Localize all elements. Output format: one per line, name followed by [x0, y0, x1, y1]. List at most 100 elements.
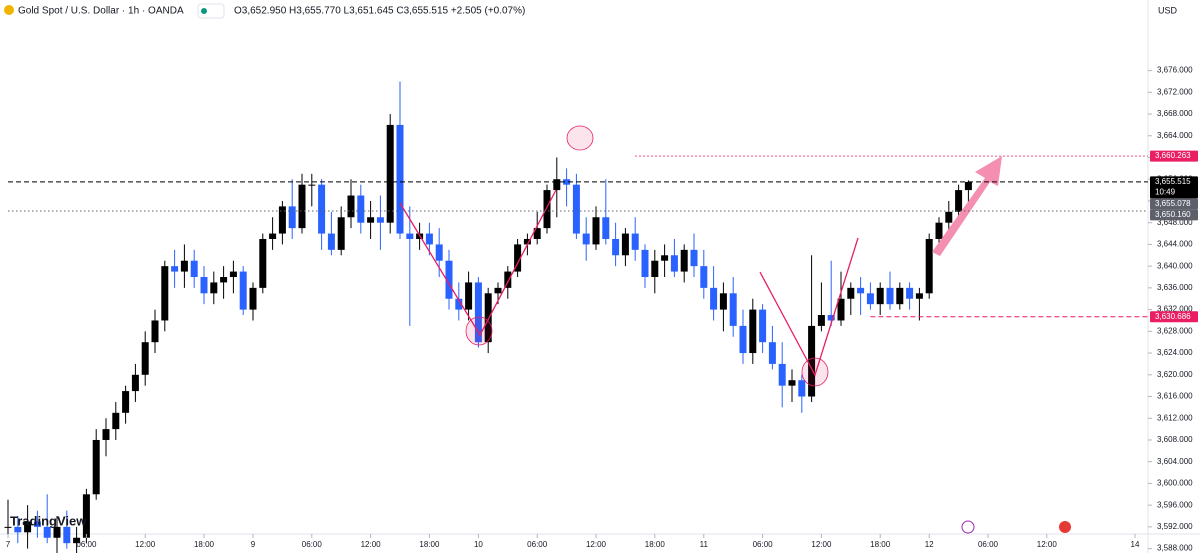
candle-body — [259, 238, 267, 288]
zigzag — [759, 237, 859, 377]
candle-body — [367, 217, 375, 223]
candle-body — [190, 260, 198, 278]
x-tick-label: 18:00 — [645, 540, 666, 549]
y-tick-label: 3,676.000 — [1157, 66, 1193, 75]
candle-body — [180, 260, 188, 272]
candle-body — [680, 249, 688, 272]
x-tick-label: 18:00 — [194, 540, 215, 549]
candle-body — [102, 429, 110, 440]
candle-body — [63, 526, 71, 544]
x-tick-label: 12 — [925, 540, 934, 549]
candle-body — [112, 412, 120, 430]
candle-body — [82, 494, 90, 538]
candle-body — [582, 233, 590, 245]
x-tick-label: 12:00 — [811, 540, 832, 549]
candle-body — [866, 293, 874, 305]
candle-body — [141, 342, 149, 375]
price-label: 3,660.263 — [1155, 151, 1191, 160]
brand-logo: TradingView — [10, 513, 87, 528]
candle-body — [14, 526, 22, 533]
candle-body — [710, 287, 718, 310]
candle-body — [739, 325, 747, 354]
candle-body — [749, 309, 757, 354]
y-tick-label: 3,668.000 — [1157, 109, 1193, 118]
drawings — [399, 125, 859, 387]
x-tick-label: 06:00 — [302, 540, 323, 549]
x-tick-label: 12:00 — [135, 540, 156, 549]
candle-body — [827, 315, 835, 321]
candle-body — [406, 233, 414, 239]
y-tick-label: 3,664.000 — [1157, 131, 1193, 140]
zigzag — [399, 189, 557, 337]
candle-body — [308, 184, 316, 186]
candle-body — [533, 228, 541, 239]
y-tick-label: 3,612.000 — [1157, 413, 1193, 422]
symbol-title: Gold Spot / U.S. Dollar · 1h · OANDA — [18, 6, 184, 17]
price-label: 3,630.686 — [1155, 312, 1191, 321]
candle-body — [92, 439, 100, 495]
candle-body — [269, 233, 277, 239]
price-label: 3,655.515 — [1155, 177, 1191, 186]
x-tick-label: 12:00 — [586, 540, 607, 549]
symbol-icon — [4, 5, 14, 15]
x-tick-label: 06:00 — [76, 540, 97, 549]
candle-body — [896, 287, 904, 305]
candle-body — [425, 233, 433, 245]
candle-body — [690, 249, 698, 267]
candle-body — [73, 537, 81, 544]
candle-body — [337, 217, 345, 250]
candle-body — [915, 293, 923, 299]
candle-body — [131, 374, 139, 392]
candle-body — [171, 266, 179, 272]
market-status — [201, 8, 207, 14]
candle-body — [759, 309, 767, 343]
candle-body — [876, 287, 884, 305]
countdown: 10:49 — [1155, 187, 1176, 196]
candle-body — [886, 287, 894, 305]
candle-body — [641, 249, 649, 278]
candle-body — [514, 244, 522, 272]
x-tick-label: 06:00 — [978, 540, 999, 549]
plot — [4, 81, 972, 553]
price-label: 3,655.078 — [1155, 199, 1191, 208]
candle-body — [543, 190, 551, 229]
candle-body — [592, 217, 600, 245]
y-tick-label: 3,632.000 — [1157, 305, 1193, 314]
y-tick-label: 3,628.000 — [1157, 326, 1193, 335]
y-tick-label: 3,620.000 — [1157, 370, 1193, 379]
candle-body — [200, 277, 208, 294]
y-tick-label: 3,624.000 — [1157, 348, 1193, 357]
candle-body — [445, 260, 453, 299]
ellipse — [465, 316, 493, 346]
candle-body — [523, 238, 531, 245]
candle-body — [161, 266, 169, 321]
status-box — [197, 3, 225, 19]
candle-body — [572, 184, 580, 234]
candle-body — [700, 266, 708, 288]
candle-body — [229, 271, 237, 278]
candle-body — [210, 282, 218, 294]
x-tick-label: 06:00 — [753, 540, 774, 549]
candle-body — [278, 206, 286, 234]
candle-body — [298, 184, 306, 229]
y-tick-label: 3,596.000 — [1157, 500, 1193, 509]
candle-body — [768, 342, 776, 364]
y-tick-label: 3,644.000 — [1157, 240, 1193, 249]
candle-body — [631, 233, 639, 250]
candle-body — [955, 190, 963, 212]
candle-body — [239, 271, 247, 310]
candle-body — [847, 287, 855, 299]
candle-body — [808, 325, 816, 397]
x-tick-label: 9 — [251, 540, 256, 549]
candle-body — [318, 184, 326, 234]
y-tick-label: 3,636.000 — [1157, 283, 1193, 292]
candle-body — [661, 255, 669, 261]
event-icon — [1059, 521, 1071, 533]
candle-body — [719, 293, 727, 310]
y-tick-label: 3,592.000 — [1157, 522, 1193, 531]
candle-body — [621, 233, 629, 256]
y-tick-label: 3,648.000 — [1157, 218, 1193, 227]
candle-body — [435, 244, 443, 261]
y-tick-label: 3,672.000 — [1157, 87, 1193, 96]
